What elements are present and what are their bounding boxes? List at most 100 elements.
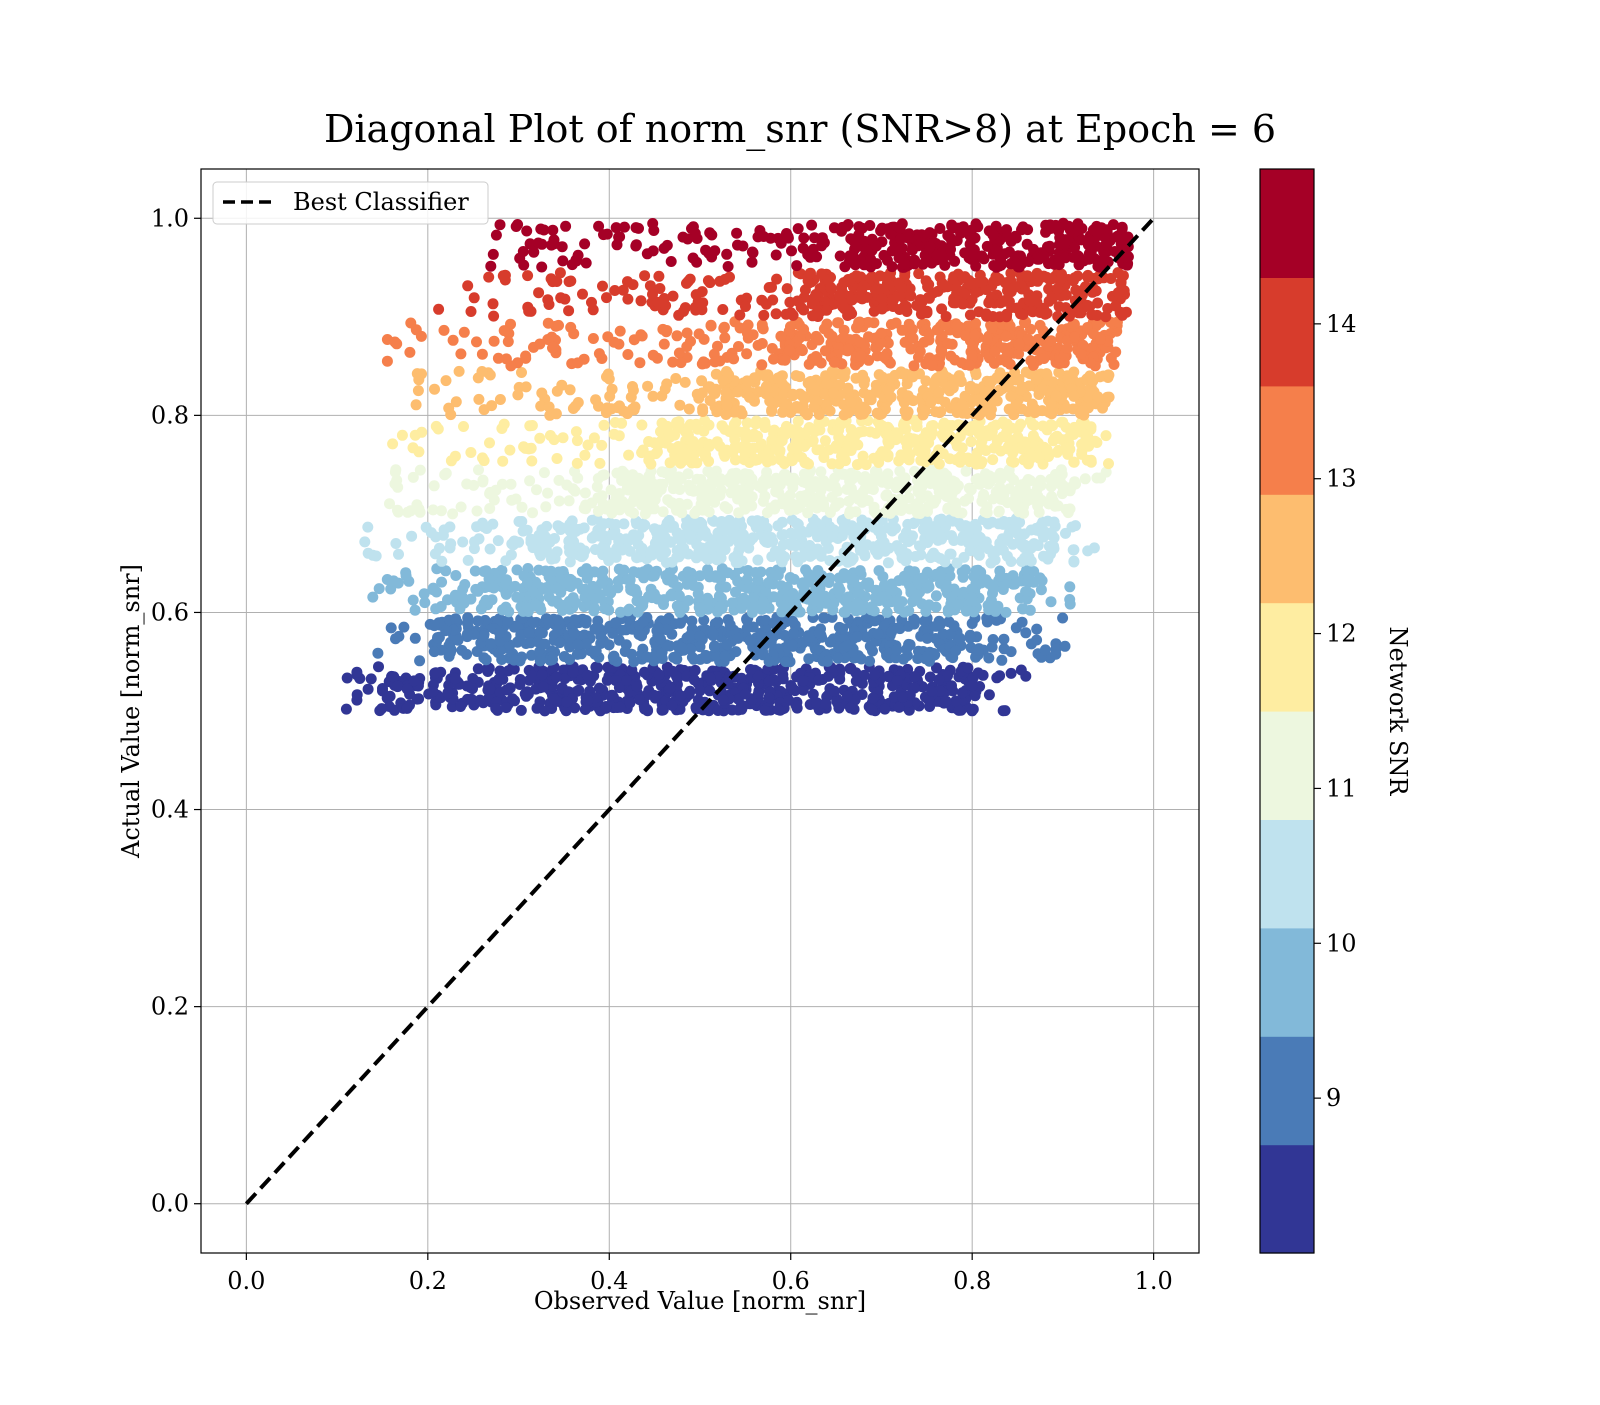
scatter-point bbox=[894, 466, 905, 477]
scatter-point bbox=[503, 606, 514, 617]
scatter-point bbox=[909, 671, 920, 682]
scatter-point bbox=[636, 295, 647, 306]
scatter-point bbox=[667, 557, 678, 568]
scatter-point bbox=[630, 488, 641, 499]
scatter-point bbox=[1064, 581, 1075, 592]
scatter-point bbox=[756, 295, 767, 306]
scatter-point bbox=[721, 366, 732, 377]
scatter-point bbox=[572, 435, 583, 446]
scatter-point bbox=[912, 653, 923, 664]
scatter-point bbox=[494, 627, 505, 638]
scatter-point bbox=[530, 534, 541, 545]
scatter-point bbox=[855, 350, 866, 361]
scatter-point bbox=[822, 656, 833, 667]
scatter-point bbox=[569, 628, 580, 639]
scatter-point bbox=[1022, 270, 1033, 281]
scatter-points bbox=[341, 218, 1134, 717]
scatter-point bbox=[544, 299, 555, 310]
scatter-point bbox=[556, 523, 567, 534]
scatter-point bbox=[775, 550, 786, 561]
scatter-point bbox=[506, 538, 517, 549]
scatter-point bbox=[384, 498, 395, 509]
scatter-point bbox=[939, 474, 950, 485]
scatter-point bbox=[413, 693, 424, 704]
scatter-point bbox=[489, 336, 500, 347]
scatter-point bbox=[436, 505, 447, 516]
scatter-point bbox=[773, 704, 784, 715]
scatter-point bbox=[1006, 668, 1017, 679]
scatter-point bbox=[626, 649, 637, 660]
scatter-point bbox=[942, 281, 953, 292]
scatter-point bbox=[885, 508, 896, 519]
scatter-point bbox=[958, 572, 969, 583]
scatter-point bbox=[537, 669, 548, 680]
scatter-point bbox=[787, 515, 798, 526]
scatter-point bbox=[1061, 442, 1072, 453]
scatter-point bbox=[950, 501, 961, 512]
scatter-point bbox=[740, 689, 751, 700]
scatter-point bbox=[590, 544, 601, 555]
scatter-point bbox=[791, 528, 802, 539]
scatter-point bbox=[477, 366, 488, 377]
scatter-point bbox=[867, 646, 878, 657]
scatter-point bbox=[1015, 308, 1026, 319]
scatter-point bbox=[940, 583, 951, 594]
scatter-point bbox=[986, 323, 997, 334]
scatter-point bbox=[811, 351, 822, 362]
scatter-point bbox=[853, 317, 864, 328]
scatter-point bbox=[405, 318, 416, 329]
scatter-point bbox=[536, 388, 547, 399]
scatter-point bbox=[926, 360, 937, 371]
scatter-point bbox=[498, 270, 509, 281]
scatter-point bbox=[864, 220, 875, 231]
scatter-point bbox=[1034, 453, 1045, 464]
scatter-point bbox=[714, 591, 725, 602]
scatter-point bbox=[439, 325, 450, 336]
scatter-point bbox=[672, 545, 683, 556]
scatter-point bbox=[1031, 635, 1042, 646]
scatter-point bbox=[1060, 239, 1071, 250]
scatter-point bbox=[918, 524, 929, 535]
scatter-point bbox=[871, 241, 882, 252]
scatter-point bbox=[555, 267, 566, 278]
scatter-point bbox=[545, 430, 556, 441]
scatter-point bbox=[813, 335, 824, 346]
scatter-point bbox=[367, 592, 378, 603]
scatter-point bbox=[760, 371, 771, 382]
scatter-point bbox=[596, 440, 607, 451]
scatter-point bbox=[366, 673, 377, 684]
scatter-point bbox=[546, 566, 557, 577]
scatter-point bbox=[805, 551, 816, 562]
scatter-point bbox=[539, 705, 550, 716]
scatter-point bbox=[633, 567, 644, 578]
scatter-point bbox=[689, 674, 700, 685]
scatter-point bbox=[710, 356, 721, 367]
scatter-point bbox=[414, 655, 425, 666]
scatter-point bbox=[511, 592, 522, 603]
scatter-point bbox=[812, 595, 823, 606]
scatter-point bbox=[872, 408, 883, 419]
scatter-point bbox=[455, 701, 466, 712]
scatter-point bbox=[965, 310, 976, 321]
scatter-point bbox=[902, 519, 913, 530]
scatter-point bbox=[903, 390, 914, 401]
scatter-point bbox=[748, 516, 759, 527]
scatter-point bbox=[501, 702, 512, 713]
scatter-point bbox=[565, 322, 576, 333]
scatter-point bbox=[1052, 283, 1063, 294]
scatter-point bbox=[766, 406, 777, 417]
scatter-point bbox=[852, 598, 863, 609]
scatter-point bbox=[974, 429, 985, 440]
scatter-point bbox=[971, 369, 982, 380]
scatter-point bbox=[908, 502, 919, 513]
scatter-point bbox=[851, 676, 862, 687]
scatter-point bbox=[406, 531, 417, 542]
scatter-point bbox=[1013, 348, 1024, 359]
scatter-point bbox=[798, 476, 809, 487]
scatter-point bbox=[709, 641, 720, 652]
scatter-point bbox=[712, 341, 723, 352]
scatter-point bbox=[382, 356, 393, 367]
scatter-point bbox=[622, 276, 633, 287]
scatter-point bbox=[668, 521, 679, 532]
